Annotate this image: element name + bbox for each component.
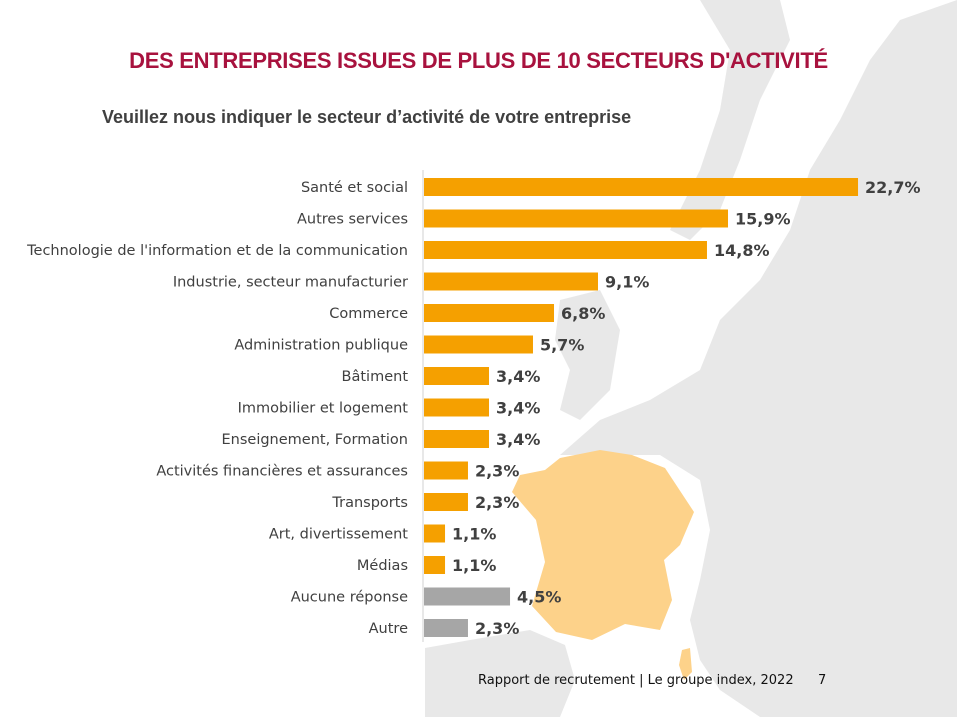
category-label: Enseignement, Formation <box>222 432 409 448</box>
data-label: 3,4% <box>496 430 540 449</box>
data-label: 1,1% <box>452 556 496 575</box>
category-label: Santé et social <box>301 180 408 196</box>
category-label: Technologie de l'information et de la co… <box>26 243 408 259</box>
map-corsica <box>679 648 692 680</box>
bar <box>424 209 729 228</box>
bar <box>424 556 446 574</box>
bar <box>424 587 511 606</box>
page-number: 7 <box>818 673 827 688</box>
category-label: Activités financières et assurances <box>156 464 408 480</box>
category-label: Aucune réponse <box>291 590 408 606</box>
data-label: 5,7% <box>540 336 584 355</box>
slide-title: DES ENTREPRISES ISSUES DE PLUS DE 10 SEC… <box>129 48 828 73</box>
category-label: Art, divertissement <box>269 527 408 543</box>
map-france <box>512 450 694 640</box>
category-label: Industrie, secteur manufacturier <box>173 275 408 291</box>
category-label: Transports <box>331 495 408 511</box>
map-landmass-iberia <box>425 630 575 717</box>
bar <box>424 241 707 259</box>
data-label: 2,3% <box>475 462 519 481</box>
data-label: 1,1% <box>452 525 496 544</box>
data-label: 22,7% <box>865 178 921 197</box>
category-label: Bâtiment <box>342 369 409 385</box>
category-label: Autres services <box>297 212 408 228</box>
bar <box>424 398 490 417</box>
chart-subtitle: Veuillez nous indiquer le secteur d’acti… <box>102 107 632 127</box>
data-label: 4,5% <box>517 588 561 607</box>
bar <box>424 619 468 637</box>
category-label: Autre <box>369 621 408 637</box>
bar <box>424 461 468 480</box>
data-label: 3,4% <box>496 367 540 386</box>
data-label: 9,1% <box>605 273 649 292</box>
category-label: Immobilier et logement <box>238 401 409 417</box>
bar <box>424 524 446 543</box>
bar <box>424 493 468 511</box>
category-label: Médias <box>357 558 408 574</box>
data-label: 3,4% <box>496 399 540 418</box>
data-label: 6,8% <box>561 304 605 323</box>
footer-text: Rapport de recrutement | Le groupe index… <box>478 673 794 688</box>
data-label: 2,3% <box>475 493 519 512</box>
bar <box>424 178 859 196</box>
bar <box>424 304 555 322</box>
data-label: 2,3% <box>475 619 519 638</box>
bar <box>424 272 598 291</box>
category-label: Commerce <box>329 306 408 322</box>
bar <box>424 367 490 385</box>
map-landmass-uk <box>555 290 620 420</box>
category-label: Administration publique <box>234 338 408 354</box>
data-label: 14,8% <box>714 241 770 260</box>
bar <box>424 335 533 354</box>
bar <box>424 430 490 448</box>
data-label: 15,9% <box>735 210 791 229</box>
